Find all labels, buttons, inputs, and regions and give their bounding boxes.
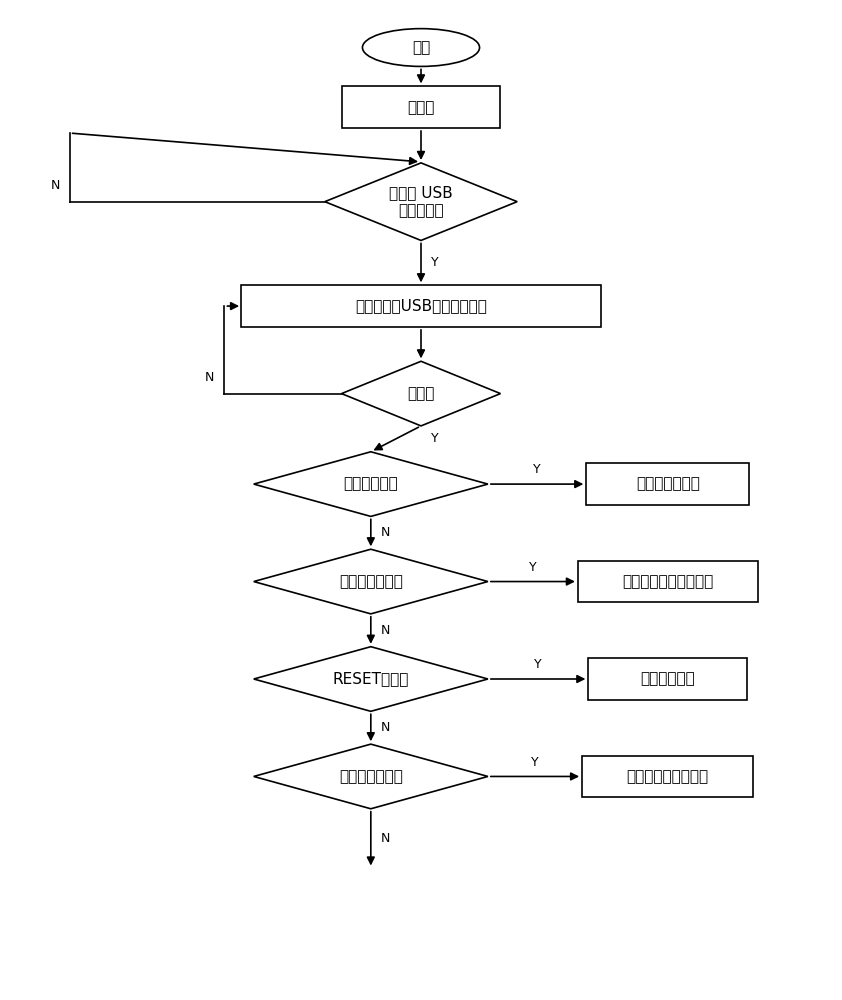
Text: 进行阻值解析设置驱动: 进行阻值解析设置驱动 [622, 574, 713, 589]
Text: N: N [381, 721, 390, 734]
Text: 读取串口或USB口的数据信息: 读取串口或USB口的数据信息 [355, 299, 487, 314]
Text: 关闭端口指令？: 关闭端口指令？ [338, 769, 402, 784]
Text: Y: Y [533, 463, 541, 476]
Text: N: N [205, 371, 215, 384]
Text: Y: Y [531, 756, 539, 768]
Text: N: N [381, 832, 390, 845]
Text: N: N [381, 624, 390, 637]
Text: 初始化指令？: 初始化指令？ [344, 477, 398, 492]
Text: N: N [51, 179, 60, 192]
Text: Y: Y [431, 432, 439, 445]
Text: RESET指令？: RESET指令？ [333, 672, 409, 686]
Text: 关闭端口，释放资源: 关闭端口，释放资源 [626, 769, 709, 784]
Text: Y: Y [431, 256, 439, 269]
Text: 入口: 入口 [412, 40, 430, 55]
Text: 进行重置工作: 进行重置工作 [641, 672, 695, 686]
Text: 进行初始化工作: 进行初始化工作 [636, 477, 700, 492]
Text: Y: Y [529, 561, 536, 574]
Text: 设置阻值指令？: 设置阻值指令？ [338, 574, 402, 589]
Text: 初始化: 初始化 [408, 100, 434, 115]
Text: 收完否: 收完否 [408, 386, 434, 401]
Text: Y: Y [535, 658, 542, 671]
Text: 串口或 USB
是否有消息: 串口或 USB 是否有消息 [389, 185, 453, 218]
Text: N: N [381, 526, 390, 539]
